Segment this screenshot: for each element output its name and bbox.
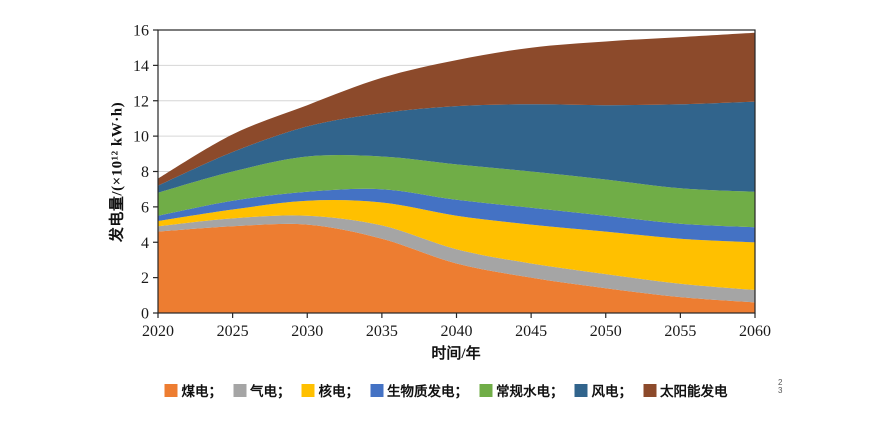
area-wind xyxy=(158,101,755,193)
legend-item-solar: 太阳能发电 xyxy=(643,380,728,400)
x-tick-label: 2055 xyxy=(664,323,696,340)
x-tick-label: 2020 xyxy=(142,323,174,340)
x-tick-label: 2025 xyxy=(217,323,249,340)
corner-artifact-mark: 2 3 xyxy=(778,379,782,395)
y-tick-label: 12 xyxy=(133,93,149,110)
legend-item-nuclear: 核电； xyxy=(301,380,360,400)
area-coal xyxy=(158,223,755,313)
legend-swatch-solar xyxy=(643,383,656,397)
legend-label-wind: 风电； xyxy=(591,384,633,399)
y-tick-label: 0 xyxy=(141,306,149,323)
y-tick-label: 8 xyxy=(141,164,149,181)
area-biomass xyxy=(158,188,755,243)
legend-label-biomass: 生物质发电； xyxy=(387,384,468,399)
legend-item-coal: 煤电； xyxy=(164,380,223,400)
x-tick-label: 2060 xyxy=(739,323,771,340)
legend-item-wind: 风电； xyxy=(574,380,633,400)
legend-label-hydro: 常规水电； xyxy=(496,384,564,399)
legend-item-hydro: 常规水电； xyxy=(479,380,564,400)
legend-swatch-gas xyxy=(233,383,246,397)
legend-swatch-coal xyxy=(164,383,178,397)
x-tick-label: 2050 xyxy=(590,323,622,340)
legend-item-biomass: 生物质发电； xyxy=(370,380,468,400)
area-nuclear xyxy=(158,200,755,290)
legend-swatch-nuclear xyxy=(301,383,315,397)
y-axis-title: 发电量/(×10¹² kW·h) xyxy=(109,101,126,243)
area-solar xyxy=(158,32,755,186)
x-tick-label: 2045 xyxy=(515,323,547,340)
area-gas xyxy=(158,215,755,303)
chart-legend: 煤电； 气电； 核电； 生物质发电； 常规水电； 风电； 太阳能发电 xyxy=(164,380,728,400)
y-tick-label: 14 xyxy=(133,58,149,75)
x-tick-label: 2030 xyxy=(291,323,323,340)
x-tick-label: 2040 xyxy=(441,323,473,340)
legend-swatch-biomass xyxy=(370,383,383,397)
y-tick-label: 16 xyxy=(133,23,149,40)
y-tick-label: 6 xyxy=(141,199,149,216)
legend-item-gas: 气电； xyxy=(233,380,291,400)
y-tick-label: 2 xyxy=(141,270,149,287)
y-tick-label: 4 xyxy=(141,235,149,252)
legend-label-nuclear: 核电； xyxy=(318,384,360,399)
x-tick-label: 2035 xyxy=(366,323,398,340)
legend-label-coal: 煤电； xyxy=(181,384,223,399)
legend-swatch-wind xyxy=(574,383,588,397)
x-axis-title: 时间/年 xyxy=(431,346,481,362)
y-tick-label: 10 xyxy=(133,129,149,146)
corner-artifact-top: 2 xyxy=(778,378,783,387)
legend-swatch-hydro xyxy=(479,383,492,397)
area-hydro xyxy=(158,155,755,228)
legend-label-gas: 气电； xyxy=(250,384,291,399)
legend-label-solar: 太阳能发电 xyxy=(660,384,728,399)
corner-artifact-bottom: 3 xyxy=(778,386,783,395)
